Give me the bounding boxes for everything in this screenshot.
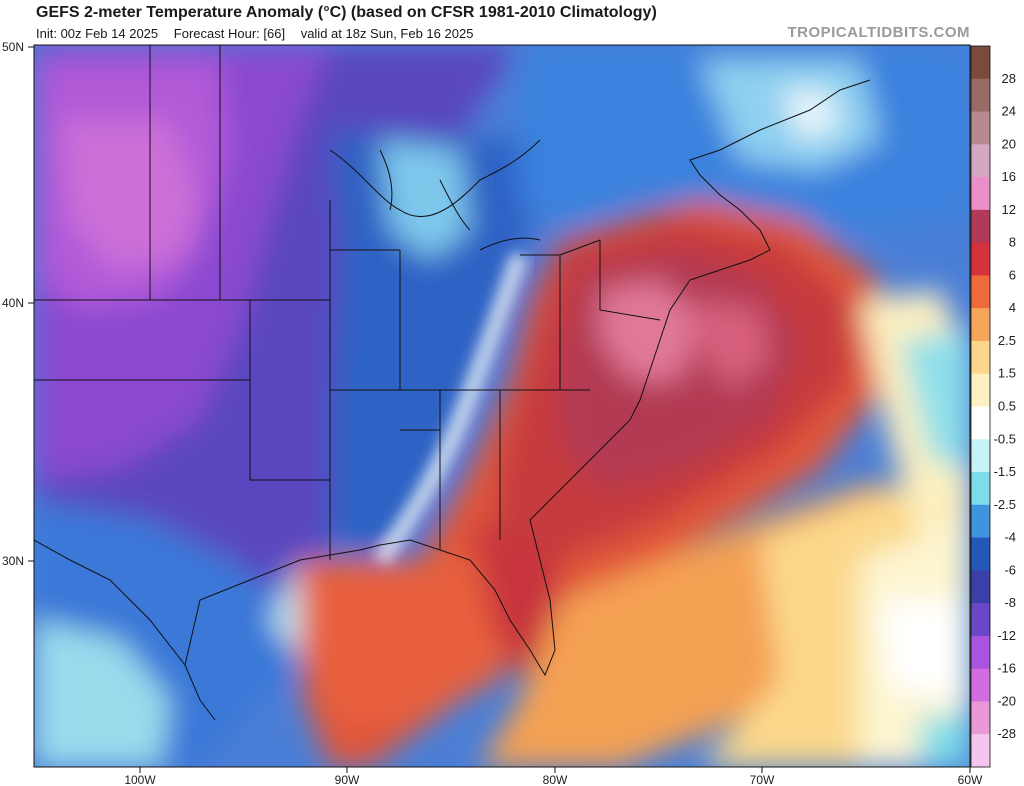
colorbar-label: 0.5: [998, 399, 1016, 414]
colorbar-swatch: [971, 242, 990, 276]
brand-watermark: TROPICALTIDBITS.COM: [787, 24, 970, 41]
lat-label-30n: 30N: [2, 554, 24, 568]
colorbar-swatch: [971, 472, 990, 506]
colorbar-swatch: [971, 570, 990, 604]
map-field: [34, 45, 970, 767]
colorbar: [970, 45, 991, 768]
colorbar-swatch: [971, 373, 990, 407]
forecast-hour: Forecast Hour: [66]: [173, 26, 286, 41]
valid-time: valid at 18z Sun, Feb 16 2025: [300, 26, 474, 41]
colorbar-swatch: [971, 504, 990, 539]
colorbar-label: 28: [1002, 71, 1016, 86]
lon-label-60w: 60W: [958, 773, 983, 786]
colorbar-label: 6: [1009, 267, 1016, 282]
colorbar-swatch: [971, 144, 990, 178]
colorbar-swatch: [971, 406, 990, 440]
border-lines: [34, 45, 871, 721]
colorbar-swatch: [971, 668, 990, 702]
map-frame: [33, 44, 971, 768]
colorbar-swatch: [971, 275, 990, 309]
lon-label-80w: 80W: [543, 773, 568, 786]
colorbar-swatch: [971, 701, 990, 735]
colorbar-swatch: [971, 209, 990, 244]
colorbar-label: 2.5: [998, 333, 1016, 348]
colorbar-label: 16: [1002, 169, 1016, 184]
colorbar-frame: [970, 45, 991, 768]
colorbar-label: 20: [1002, 136, 1016, 151]
colorbar-label: -2.5: [994, 497, 1016, 512]
colorbar-label: -12: [997, 628, 1016, 643]
lat-label-50n: 50N: [2, 40, 24, 54]
colorbar-label: -0.5: [994, 431, 1016, 446]
colorbar-swatch: [971, 46, 990, 80]
lon-label-100w: 100W: [124, 773, 156, 786]
colorbar-swatch: [971, 177, 990, 211]
colorbar-swatch: [971, 340, 990, 375]
lat-label-40n: 40N: [2, 296, 24, 310]
map-title: GEFS 2-meter Temperature Anomaly (°C) (b…: [36, 4, 657, 21]
colorbar-label: -6: [1004, 562, 1016, 577]
colorbar-label: 1.5: [998, 366, 1016, 381]
colorbar-label: -8: [1004, 595, 1016, 610]
colorbar-label: -28: [997, 726, 1016, 741]
colorbar-swatch: [971, 635, 990, 670]
colorbar-labels: 28 24 20 16 12 8 6 4 2.5 1.5 0.5 -0.5 -1.5 -2.5 -4 -6 -8…: [994, 71, 1016, 741]
colorbar-label: -16: [997, 661, 1016, 676]
colorbar-label: 4: [1009, 300, 1016, 315]
init-time: Init: 00z Feb 14 2025: [36, 26, 159, 41]
colorbar-label: 8: [1009, 235, 1016, 250]
colorbar-label: -20: [997, 693, 1016, 708]
colorbar-swatch: [971, 308, 990, 342]
colorbar-swatch: [971, 603, 990, 637]
colorbar-swatch: [971, 734, 990, 768]
colorbar-label: -1.5: [994, 464, 1016, 479]
lon-label-90w: 90W: [335, 773, 360, 786]
map-subtitle: Init: 00z Feb 14 2025 Forecast Hour: [66…: [36, 26, 485, 41]
colorbar-label: 12: [1002, 202, 1016, 217]
colorbar-swatch: [971, 439, 990, 473]
lon-label-70w: 70W: [750, 773, 775, 786]
colorbar-swatch: [971, 537, 990, 571]
colorbar-swatch: [971, 78, 990, 113]
colorbar-label: 24: [1002, 104, 1016, 119]
colorbar-label: -4: [1004, 530, 1016, 545]
colorbar-swatch: [971, 111, 990, 145]
